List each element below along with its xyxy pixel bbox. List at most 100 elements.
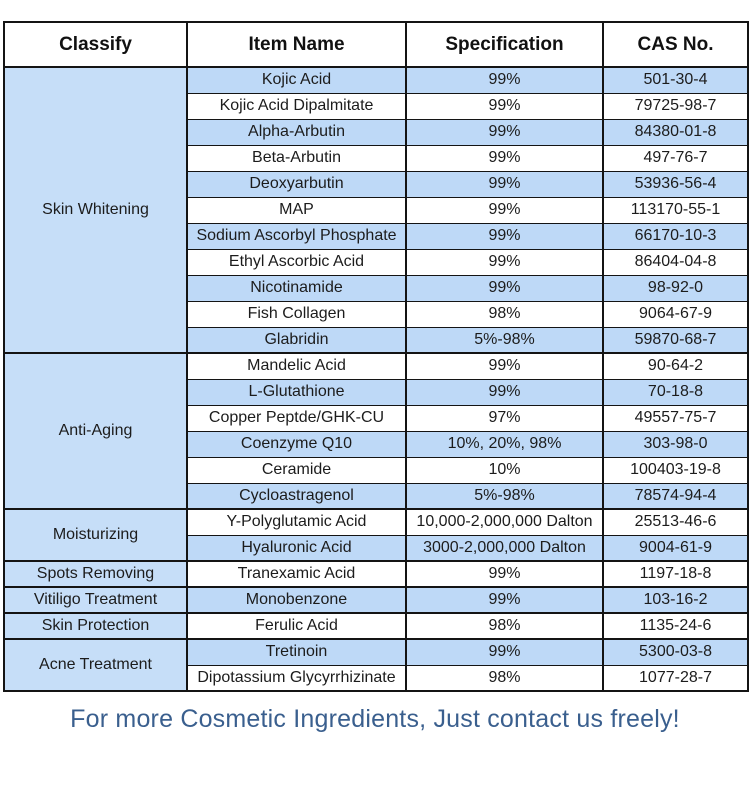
page: Classify Item Name Specification CAS No.…: [0, 21, 750, 787]
table-header: Classify Item Name Specification CAS No.: [3, 21, 749, 68]
item-name-cell: Hyaluronic Acid: [186, 534, 407, 562]
cas-cell: 79725-98-7: [602, 92, 749, 120]
cas-cell: 25513-46-6: [602, 508, 749, 536]
item-name-cell: Tranexamic Acid: [186, 560, 407, 588]
cas-cell: 113170-55-1: [602, 196, 749, 224]
classify-cell: Skin Protection: [3, 612, 188, 640]
table-row: Skin Protection Ferulic Acid 98% 1135-24-6: [3, 612, 749, 640]
cas-cell: 98-92-0: [602, 274, 749, 302]
item-name-cell: Nicotinamide: [186, 274, 407, 302]
classify-cell: Vitiligo Treatment: [3, 586, 188, 614]
item-name-cell: Y-Polyglutamic Acid: [186, 508, 407, 536]
cas-cell: 9064-67-9: [602, 300, 749, 328]
cas-cell: 303-98-0: [602, 430, 749, 458]
item-name-cell: Ceramide: [186, 456, 407, 484]
table-row: Hyaluronic Acid 3000-2,000,000 Dalton 9004…: [4, 534, 749, 562]
spec-cell: 98%: [405, 300, 604, 328]
spec-cell: 3000-2,000,000 Dalton: [405, 534, 604, 562]
spec-cell: 99%: [405, 638, 604, 666]
column-header-classify: Classify: [3, 21, 188, 68]
table-row: Alpha-Arbutin 99% 84380-01-8: [4, 118, 749, 146]
cas-cell: 86404-04-8: [602, 248, 749, 276]
spec-cell: 98%: [405, 612, 604, 640]
classify-cell: Anti-Aging: [3, 352, 188, 510]
spec-cell: 5%-98%: [405, 326, 604, 354]
cas-cell: 497-76-7: [602, 144, 749, 172]
spec-cell: 99%: [405, 170, 604, 198]
item-name-cell: Kojic Acid: [186, 66, 407, 94]
spec-cell: 5%-98%: [405, 482, 604, 510]
item-name-cell: Ethyl Ascorbic Acid: [186, 248, 407, 276]
cas-cell: 84380-01-8: [602, 118, 749, 146]
classify-cell: Acne Treatment: [3, 638, 188, 692]
item-name-cell: Tretinoin: [186, 638, 407, 666]
item-name-cell: Dipotassium Glycyrrhizinate: [186, 664, 407, 692]
spec-cell: 99%: [405, 196, 604, 224]
item-name-cell: Coenzyme Q10: [186, 430, 407, 458]
column-header-item-name: Item Name: [186, 21, 407, 68]
cas-cell: 90-64-2: [602, 352, 749, 380]
table-row: Dipotassium Glycyrrhizinate 98% 1077-28-7: [4, 664, 749, 692]
spec-cell: 99%: [405, 560, 604, 588]
table-row: Acne Treatment Tretinoin 99% 5300-03-8: [3, 638, 749, 692]
item-name-cell: L-Glutathione: [186, 378, 407, 406]
spec-cell: 98%: [405, 664, 604, 692]
table-row: Moisturizing Y-Polyglutamic Acid 10,000-2,…: [3, 508, 749, 562]
spec-cell: 99%: [405, 274, 604, 302]
item-name-cell: Glabridin: [186, 326, 407, 354]
spec-cell: 10%, 20%, 98%: [405, 430, 604, 458]
spec-cell: 99%: [405, 378, 604, 406]
cas-cell: 66170-10-3: [602, 222, 749, 250]
spec-cell: 97%: [405, 404, 604, 432]
item-name-cell: Sodium Ascorbyl Phosphate: [186, 222, 407, 250]
item-name-cell: Deoxyarbutin: [186, 170, 407, 198]
cas-cell: 9004-61-9: [602, 534, 749, 562]
table-row: Vitiligo Treatment Monobenzone 99% 103-16-2: [3, 586, 749, 614]
table-row: Ethyl Ascorbic Acid 99% 86404-04-8: [4, 248, 749, 276]
table-row: L-Glutathione 99% 70-18-8: [4, 378, 749, 406]
spec-cell: 99%: [405, 248, 604, 276]
cas-cell: 49557-75-7: [602, 404, 749, 432]
table-row: Nicotinamide 99% 98-92-0: [4, 274, 749, 302]
ingredients-table: Classify Item Name Specification CAS No.…: [3, 21, 749, 692]
item-name-cell: Mandelic Acid: [186, 352, 407, 380]
item-name-cell: Kojic Acid Dipalmitate: [186, 92, 407, 120]
item-name-cell: Copper Peptde/GHK-CU: [186, 404, 407, 432]
column-header-specification: Specification: [405, 21, 604, 68]
cas-cell: 103-16-2: [602, 586, 749, 614]
table-row: Beta-Arbutin 99% 497-76-7: [4, 144, 749, 172]
table-row: MAP 99% 113170-55-1: [4, 196, 749, 224]
spec-cell: 10,000-2,000,000 Dalton: [405, 508, 604, 536]
cas-cell: 501-30-4: [602, 66, 749, 94]
cas-cell: 1135-24-6: [602, 612, 749, 640]
spec-cell: 99%: [405, 222, 604, 250]
table-row: Copper Peptde/GHK-CU 97% 49557-75-7: [4, 404, 749, 432]
cas-cell: 59870-68-7: [602, 326, 749, 354]
classify-cell: Spots Removing: [3, 560, 188, 588]
item-name-cell: Alpha-Arbutin: [186, 118, 407, 146]
spec-cell: 99%: [405, 144, 604, 172]
ingredient-table-body: Skin Whitening Kojic Acid 99% 501-30-4 Kojic…: [3, 66, 749, 692]
item-name-cell: Fish Collagen: [186, 300, 407, 328]
column-header-cas-no: CAS No.: [602, 21, 749, 68]
spec-cell: 99%: [405, 92, 604, 120]
spec-cell: 99%: [405, 352, 604, 380]
classify-cell: Skin Whitening: [3, 66, 188, 354]
item-name-cell: MAP: [186, 196, 407, 224]
spec-cell: 99%: [405, 118, 604, 146]
item-name-cell: Beta-Arbutin: [186, 144, 407, 172]
table-row: Fish Collagen 98% 9064-67-9: [4, 300, 749, 328]
cas-cell: 1077-28-7: [602, 664, 749, 692]
spec-cell: 99%: [405, 586, 604, 614]
cas-cell: 70-18-8: [602, 378, 749, 406]
classify-cell: Moisturizing: [3, 508, 188, 562]
spec-cell: 99%: [405, 66, 604, 94]
table-row: Skin Whitening Kojic Acid 99% 501-30-4: [3, 66, 749, 354]
item-name-cell: Monobenzone: [186, 586, 407, 614]
table-row: Kojic Acid Dipalmitate 99% 79725-98-7: [4, 92, 749, 120]
table-row: Glabridin 5%-98% 59870-68-7: [4, 326, 749, 354]
item-name-cell: Ferulic Acid: [186, 612, 407, 640]
cas-cell: 1197-18-8: [602, 560, 749, 588]
cas-cell: 53936-56-4: [602, 170, 749, 198]
item-name-cell: Cycloastragenol: [186, 482, 407, 510]
